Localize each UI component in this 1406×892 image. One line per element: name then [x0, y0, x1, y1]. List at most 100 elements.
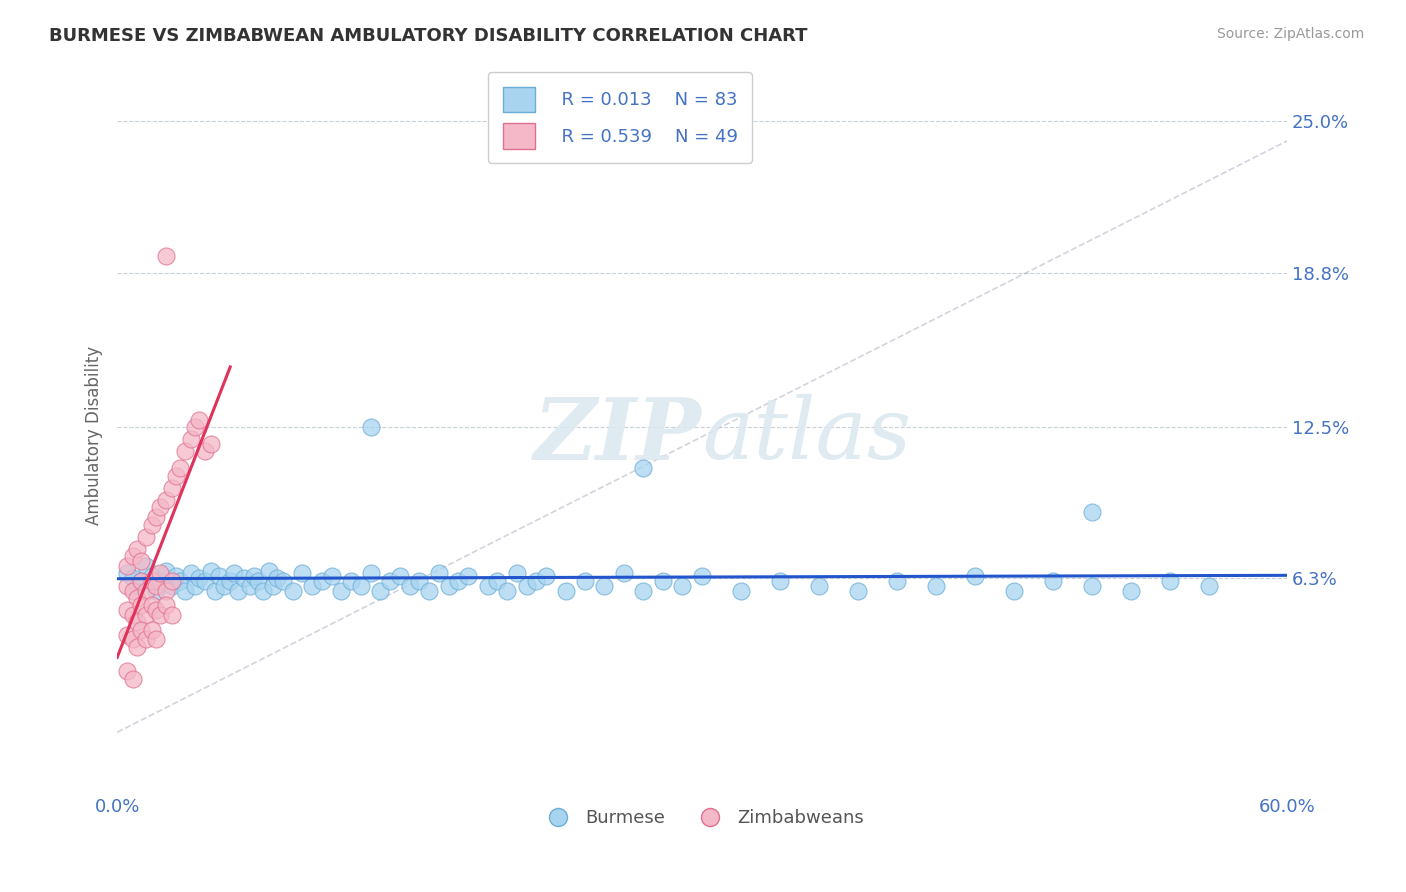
Point	[184, 579, 207, 593]
Point	[418, 583, 440, 598]
Point	[214, 579, 236, 593]
Point	[200, 437, 222, 451]
Text: atlas: atlas	[702, 394, 911, 476]
Point	[807, 579, 830, 593]
Point	[149, 566, 172, 581]
Point	[125, 579, 148, 593]
Point	[155, 564, 177, 578]
Point	[690, 569, 713, 583]
Point	[160, 574, 183, 588]
Point	[447, 574, 470, 588]
Point	[652, 574, 675, 588]
Point	[252, 583, 274, 598]
Text: Source: ZipAtlas.com: Source: ZipAtlas.com	[1216, 27, 1364, 41]
Point	[129, 574, 152, 588]
Point	[232, 571, 254, 585]
Point	[457, 569, 479, 583]
Point	[226, 583, 249, 598]
Point	[1119, 583, 1142, 598]
Point	[115, 579, 138, 593]
Point	[169, 461, 191, 475]
Point	[141, 517, 163, 532]
Point	[121, 607, 143, 622]
Point	[145, 579, 167, 593]
Point	[593, 579, 616, 593]
Point	[160, 607, 183, 622]
Point	[311, 574, 333, 588]
Point	[291, 566, 314, 581]
Text: ZIP: ZIP	[534, 393, 702, 477]
Point	[925, 579, 948, 593]
Point	[135, 559, 157, 574]
Point	[1081, 579, 1104, 593]
Point	[301, 579, 323, 593]
Point	[165, 569, 187, 583]
Point	[219, 574, 242, 588]
Y-axis label: Ambulatory Disability: Ambulatory Disability	[86, 346, 103, 525]
Point	[846, 583, 869, 598]
Point	[135, 632, 157, 647]
Point	[160, 481, 183, 495]
Point	[574, 574, 596, 588]
Point	[200, 564, 222, 578]
Point	[125, 615, 148, 630]
Point	[121, 549, 143, 564]
Point	[141, 598, 163, 612]
Point	[266, 571, 288, 585]
Point	[360, 420, 382, 434]
Point	[633, 583, 655, 598]
Point	[135, 583, 157, 598]
Point	[180, 432, 202, 446]
Point	[149, 574, 172, 588]
Point	[340, 574, 363, 588]
Point	[1198, 579, 1220, 593]
Point	[486, 574, 509, 588]
Point	[506, 566, 529, 581]
Point	[194, 574, 217, 588]
Point	[135, 530, 157, 544]
Point	[129, 574, 152, 588]
Point	[155, 249, 177, 263]
Point	[149, 607, 172, 622]
Point	[115, 664, 138, 678]
Point	[477, 579, 499, 593]
Point	[169, 574, 191, 588]
Point	[121, 571, 143, 585]
Point	[194, 444, 217, 458]
Point	[524, 574, 547, 588]
Point	[145, 632, 167, 647]
Point	[886, 574, 908, 588]
Point	[141, 574, 163, 588]
Point	[1159, 574, 1181, 588]
Point	[207, 569, 229, 583]
Point	[769, 574, 792, 588]
Point	[496, 583, 519, 598]
Point	[174, 583, 197, 598]
Point	[204, 583, 226, 598]
Point	[408, 574, 430, 588]
Point	[155, 583, 177, 598]
Point	[125, 541, 148, 556]
Point	[125, 591, 148, 605]
Point	[1002, 583, 1025, 598]
Point	[125, 640, 148, 654]
Point	[115, 627, 138, 641]
Point	[180, 566, 202, 581]
Point	[145, 603, 167, 617]
Point	[246, 574, 269, 588]
Point	[129, 623, 152, 637]
Point	[378, 574, 401, 588]
Point	[160, 579, 183, 593]
Point	[188, 412, 211, 426]
Point	[437, 579, 460, 593]
Point	[115, 603, 138, 617]
Point	[115, 566, 138, 581]
Point	[155, 598, 177, 612]
Point	[145, 510, 167, 524]
Point	[184, 420, 207, 434]
Point	[174, 444, 197, 458]
Point	[398, 579, 420, 593]
Point	[370, 583, 392, 598]
Point	[321, 569, 343, 583]
Point	[115, 559, 138, 574]
